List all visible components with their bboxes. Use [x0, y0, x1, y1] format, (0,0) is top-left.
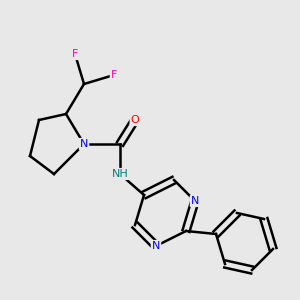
Text: NH: NH: [112, 169, 128, 179]
Text: F: F: [72, 49, 78, 59]
Text: O: O: [130, 115, 140, 125]
Text: N: N: [191, 196, 199, 206]
Text: F: F: [111, 70, 117, 80]
Text: N: N: [80, 139, 88, 149]
Text: N: N: [152, 241, 160, 251]
